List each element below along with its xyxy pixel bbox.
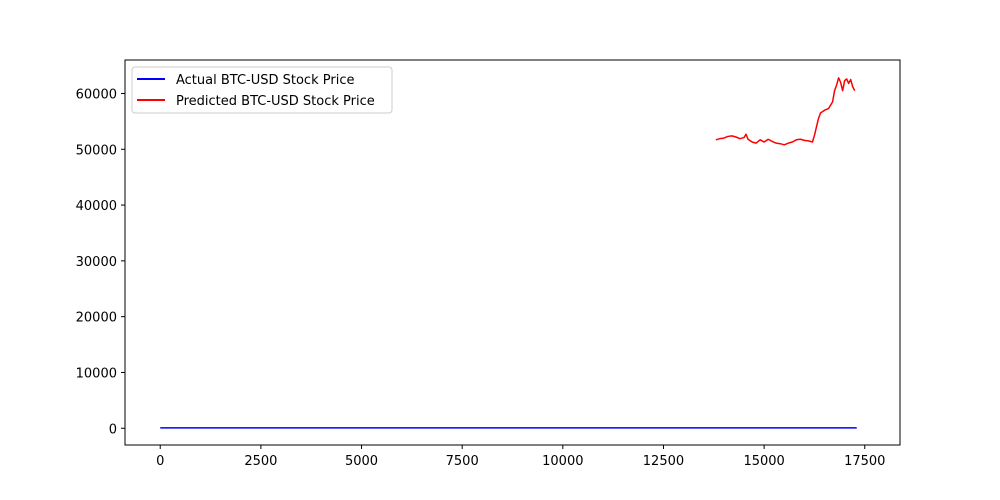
legend-label-1: Predicted BTC-USD Stock Price (176, 94, 375, 109)
y-tick-label-2: 20000 (76, 311, 117, 326)
y-tick-label-4: 40000 (76, 199, 117, 214)
y-axis: 0 10000 20000 30000 40000 50000 60000 (76, 87, 125, 437)
y-tick-label-5: 50000 (76, 143, 117, 158)
y-tick-label-6: 60000 (76, 87, 117, 102)
x-tick-label-2: 5000 (345, 454, 378, 469)
x-axis: 0 2500 5000 7500 10000 12500 15000 17500 (156, 445, 885, 469)
series-line-1 (715, 77, 856, 146)
y-tick-label-0: 0 (109, 422, 117, 437)
x-tick-label-4: 10000 (542, 454, 583, 469)
x-tick-label-1: 2500 (244, 454, 277, 469)
x-tick-label-7: 17500 (844, 454, 885, 469)
x-tick-label-0: 0 (156, 454, 164, 469)
legend-box (131, 66, 393, 114)
x-tick-label-3: 7500 (446, 454, 479, 469)
legend-label-0: Actual BTC-USD Stock Price (176, 73, 354, 88)
legend: Actual BTC-USD Stock Price Predicted BTC-… (131, 66, 393, 114)
x-tick-label-6: 15000 (743, 454, 784, 469)
series-layer (160, 77, 857, 429)
x-tick-label-5: 12500 (643, 454, 684, 469)
axes-frame (124, 59, 901, 446)
y-tick-label-1: 10000 (76, 366, 117, 381)
y-tick-label-3: 30000 (76, 255, 117, 270)
